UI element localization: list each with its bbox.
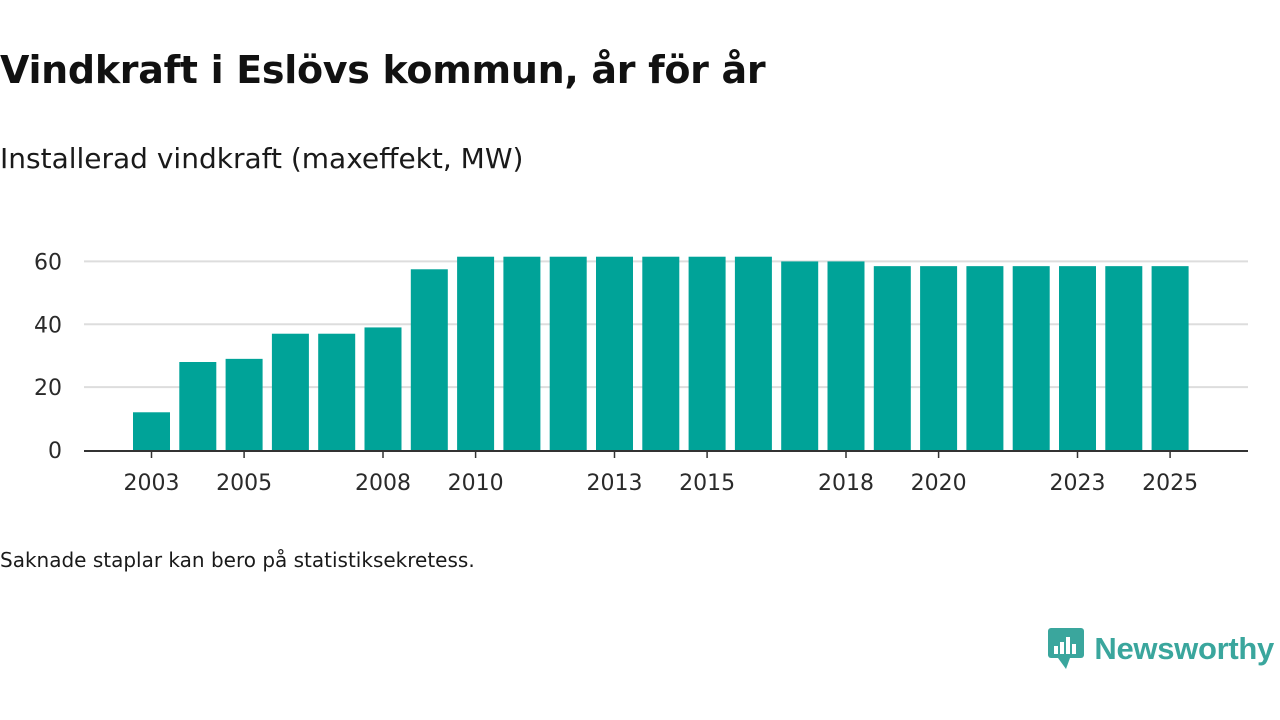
bar-2010 (457, 256, 495, 450)
x-tick-label: 2015 (679, 471, 735, 496)
footnote: Saknade staplar kan bero på statistiksek… (0, 548, 475, 572)
chart-title: Vindkraft i Eslövs kommun, år för år (0, 48, 766, 92)
brand-name: Newsworthy (1094, 631, 1274, 666)
y-axis-ticks: 0 20 40 60 (34, 250, 62, 464)
x-tick-label: 2025 (1142, 471, 1198, 496)
bar-2021 (966, 266, 1004, 450)
bar-2006 (271, 333, 309, 450)
bar-2018 (827, 261, 865, 450)
x-axis-ticks: 2003 2005 2008 2010 2013 2015 2018 2020 2023 2025 (124, 452, 1198, 496)
bar-2020 (920, 266, 958, 450)
bar-2012 (549, 256, 587, 450)
bar-2015 (688, 256, 726, 450)
bar-2003 (133, 412, 170, 450)
bar-2016 (734, 256, 772, 450)
bar-2017 (781, 261, 819, 450)
y-tick-label: 40 (34, 313, 62, 338)
bar-2009 (410, 269, 448, 450)
newsworthy-logo: Newsworthy (1048, 628, 1274, 670)
x-tick-label: 2023 (1050, 471, 1106, 496)
x-tick-label: 2018 (818, 471, 874, 496)
chart-bubble-icon (1048, 628, 1085, 669)
chart-subtitle: Installerad vindkraft (maxeffekt, MW) (0, 142, 524, 175)
bar-2023 (1059, 266, 1096, 450)
y-tick-label: 0 (48, 439, 62, 464)
bar-2011 (503, 256, 541, 450)
bar-2008 (364, 327, 402, 450)
y-tick-label: 20 (34, 376, 62, 401)
bar-2004 (179, 362, 217, 450)
x-tick-label: 2008 (355, 471, 411, 496)
bars (133, 256, 1189, 450)
x-tick-label: 2013 (587, 471, 643, 496)
bar-2022 (1012, 266, 1050, 450)
x-tick-label: 2003 (124, 471, 180, 496)
bar-2007 (318, 333, 356, 450)
bar-chart: 0 20 40 60 2003 2005 2008 2010 2013 2015 2018 2020… (34, 250, 1248, 496)
bar-2013 (596, 256, 633, 450)
y-tick-label: 60 (34, 250, 62, 275)
x-tick-label: 2010 (448, 471, 504, 496)
bar-2005 (225, 358, 263, 450)
bar-2019 (873, 266, 911, 450)
bar-2014 (642, 256, 680, 450)
x-tick-label: 2020 (911, 471, 967, 496)
x-tick-label: 2005 (216, 471, 272, 496)
bar-2025 (1151, 266, 1189, 450)
bar-2024 (1105, 266, 1143, 450)
